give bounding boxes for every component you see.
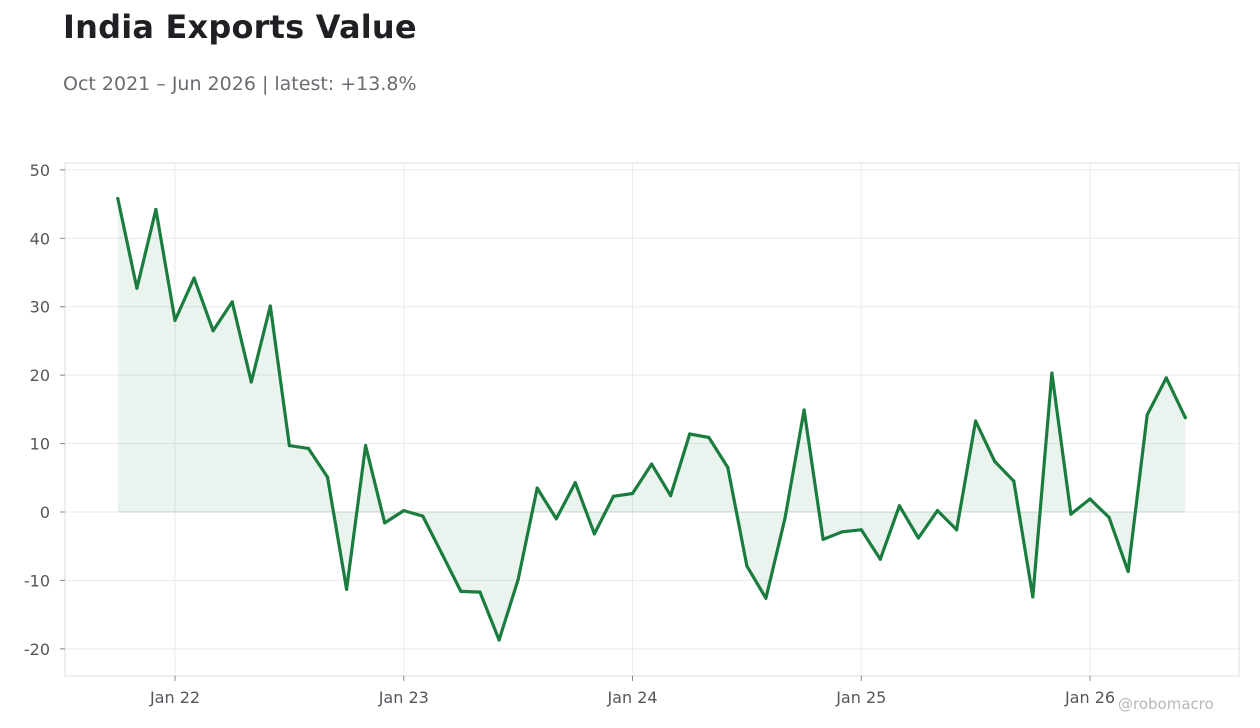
data-point bbox=[211, 329, 215, 333]
data-point bbox=[116, 197, 120, 201]
data-point bbox=[650, 462, 654, 466]
data-point bbox=[707, 435, 711, 439]
y-tick-label: 40 bbox=[30, 229, 50, 248]
watermark: @robomacro bbox=[1118, 695, 1214, 713]
data-point bbox=[611, 494, 616, 498]
data-point bbox=[935, 509, 940, 513]
data-point bbox=[440, 552, 444, 556]
data-point bbox=[783, 516, 787, 520]
area-fill bbox=[117, 198, 1186, 640]
data-point bbox=[916, 536, 921, 540]
data-point bbox=[306, 446, 310, 450]
data-point bbox=[1126, 569, 1130, 574]
data-point bbox=[192, 276, 196, 280]
x-tick-label: Jan 26 bbox=[1064, 688, 1115, 707]
data-point bbox=[669, 494, 673, 498]
data-point bbox=[840, 530, 844, 534]
data-point bbox=[364, 444, 368, 448]
data-point bbox=[383, 521, 387, 525]
data-point bbox=[421, 514, 425, 518]
data-point bbox=[325, 475, 330, 479]
data-point bbox=[897, 504, 902, 508]
y-tick-label: 50 bbox=[30, 161, 50, 180]
data-point bbox=[764, 596, 768, 600]
data-point bbox=[974, 419, 978, 423]
data-point bbox=[1183, 416, 1187, 420]
y-axis-ticks: 50 40 30 20 10 0 -10 -20 bbox=[24, 161, 65, 659]
data-point bbox=[535, 486, 539, 490]
data-point bbox=[726, 465, 730, 470]
data-point bbox=[230, 300, 234, 304]
x-tick-label: Jan 23 bbox=[378, 688, 429, 707]
data-point bbox=[154, 207, 158, 212]
data-point bbox=[745, 564, 749, 568]
data-point bbox=[516, 578, 520, 582]
data-point bbox=[955, 528, 959, 532]
data-point bbox=[173, 318, 177, 322]
data-point bbox=[554, 517, 558, 521]
y-tick-label: 10 bbox=[30, 435, 50, 454]
grid bbox=[65, 163, 1239, 676]
data-point bbox=[1069, 512, 1073, 516]
data-point bbox=[821, 537, 825, 542]
data-point bbox=[802, 408, 806, 412]
data-point bbox=[345, 587, 349, 591]
data-point bbox=[1145, 413, 1149, 417]
data-point bbox=[1050, 371, 1054, 375]
y-tick-label: 20 bbox=[30, 366, 50, 385]
data-points bbox=[116, 197, 1187, 642]
data-point bbox=[1107, 515, 1111, 520]
y-tick-label: -10 bbox=[24, 571, 50, 590]
data-point bbox=[1164, 376, 1168, 380]
x-tick-label: Jan 25 bbox=[835, 688, 886, 707]
data-point bbox=[630, 491, 635, 496]
chart-title: India Exports Value bbox=[63, 8, 417, 46]
data-point bbox=[478, 590, 482, 594]
data-point bbox=[135, 286, 139, 290]
data-point bbox=[402, 509, 406, 513]
data-point bbox=[249, 380, 253, 384]
x-axis-ticks: Jan 22 Jan 23 Jan 24 Jan 25 Jan 26 bbox=[149, 676, 1115, 707]
data-point bbox=[1088, 497, 1092, 501]
data-point bbox=[878, 557, 882, 561]
data-point bbox=[573, 481, 577, 485]
data-point bbox=[592, 532, 597, 536]
data-point bbox=[497, 638, 501, 642]
data-point bbox=[459, 589, 463, 594]
y-tick-label: 30 bbox=[30, 298, 50, 317]
data-point bbox=[268, 304, 272, 308]
data-point bbox=[1012, 479, 1016, 483]
data-point bbox=[993, 459, 997, 463]
chart-subtitle: Oct 2021 – Jun 2026 | latest: +13.8% bbox=[63, 73, 417, 95]
x-tick-label: Jan 22 bbox=[149, 688, 200, 707]
x-tick-label: Jan 24 bbox=[606, 688, 657, 707]
data-point bbox=[688, 432, 692, 436]
y-tick-label: 0 bbox=[40, 503, 50, 522]
y-tick-label: -20 bbox=[24, 640, 50, 659]
plot-frame bbox=[64, 162, 1240, 677]
data-point bbox=[1031, 595, 1035, 599]
data-point bbox=[287, 444, 291, 448]
data-point bbox=[859, 528, 863, 532]
